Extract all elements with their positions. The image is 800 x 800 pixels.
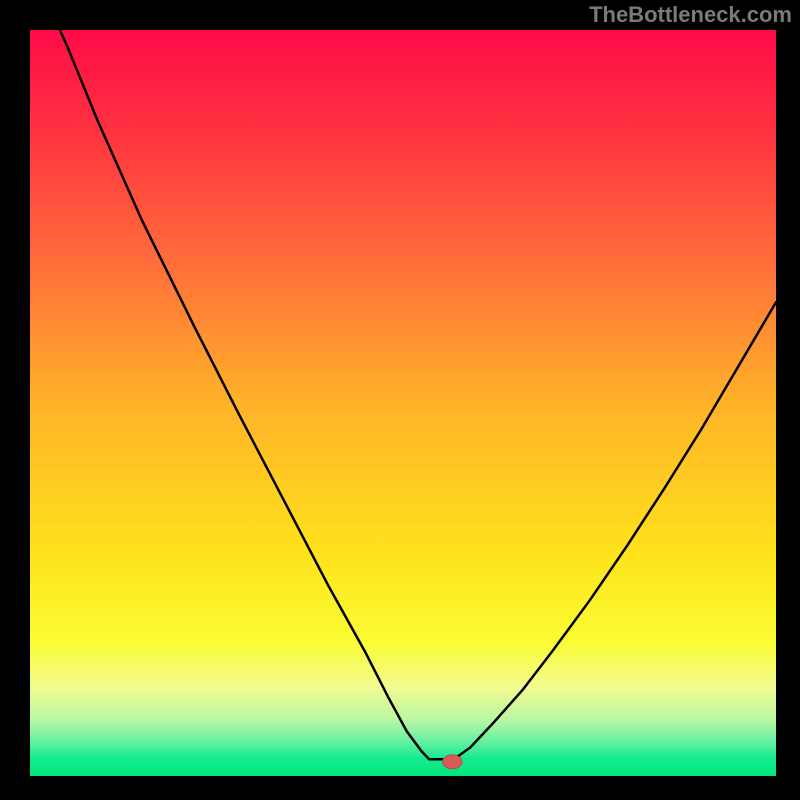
- bottleneck-curve: [60, 30, 776, 759]
- plot-area: [30, 30, 776, 776]
- current-marker: [443, 755, 462, 769]
- curve-overlay-svg: [30, 30, 776, 776]
- chart-canvas: TheBottleneck.com: [0, 0, 800, 800]
- watermark-text: TheBottleneck.com: [589, 2, 792, 28]
